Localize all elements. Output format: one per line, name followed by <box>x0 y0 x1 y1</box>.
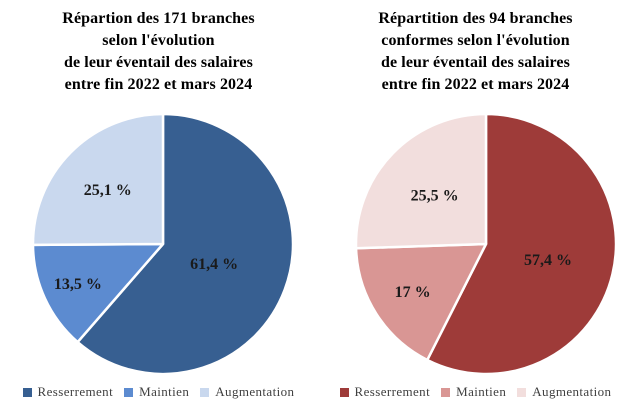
charts-container: Répartion des 171 branches selon l'évolu… <box>0 0 634 400</box>
pie-slice-value-label: 25,1 % <box>83 182 131 199</box>
chart-title-right: Répartition des 94 branches conformes se… <box>378 10 573 93</box>
legend-swatch-icon <box>517 387 527 397</box>
legend-label: Maintien <box>456 384 507 399</box>
pie-slice-augmentation <box>354 112 487 250</box>
chart-panel-right: Répartition des 94 branches conformes se… <box>317 0 634 400</box>
legend-swatch-icon <box>22 387 32 397</box>
pie-slice-maintien <box>31 242 164 344</box>
legend-item-resserrement: Resserrement <box>339 384 431 400</box>
legend-label: Augmentation <box>532 384 612 399</box>
pie-slice-value-label: 61,4 % <box>190 256 238 273</box>
legend-swatch-icon <box>339 387 349 397</box>
legend-right: Resserrement Maintien Augmentation <box>339 384 612 400</box>
pie-slice-value-label: 13,5 % <box>53 276 101 293</box>
pie-chart-right: 57,4 % 17 % 25,5 % <box>354 112 617 376</box>
legend-item-augmentation: Augmentation <box>200 384 294 400</box>
pie-slice-value-label: 25,5 % <box>410 187 458 204</box>
legend-label: Resserrement <box>37 384 114 399</box>
legend-swatch-icon <box>124 387 134 397</box>
pie-slice-resserrement <box>425 112 617 376</box>
legend-item-resserrement: Resserrement <box>22 384 114 400</box>
pie-slice-value-label: 57,4 % <box>524 252 572 269</box>
pie-slice-value-label: 17 % <box>394 284 430 301</box>
pie-slice-resserrement <box>75 112 294 376</box>
chart-title-left: Répartion des 171 branches selon l'évolu… <box>62 10 255 93</box>
legend-item-maintien: Maintien <box>441 384 506 400</box>
chart-panel-left: Répartion des 171 branches selon l'évolu… <box>0 0 317 400</box>
legend-item-maintien: Maintien <box>124 384 189 400</box>
legend-label: Augmentation <box>215 384 295 399</box>
pie-slice-augmentation <box>31 112 164 247</box>
legend-swatch-icon <box>441 387 451 397</box>
legend-left: Resserrement Maintien Augmentation <box>22 384 295 400</box>
pie-slice-maintien <box>354 242 487 362</box>
pie-chart-left: 61,4 % 13,5 % 25,1 % <box>31 112 294 376</box>
legend-swatch-icon <box>200 387 210 397</box>
legend-item-augmentation: Augmentation <box>517 384 611 400</box>
legend-label: Resserrement <box>354 384 431 399</box>
legend-label: Maintien <box>139 384 190 399</box>
